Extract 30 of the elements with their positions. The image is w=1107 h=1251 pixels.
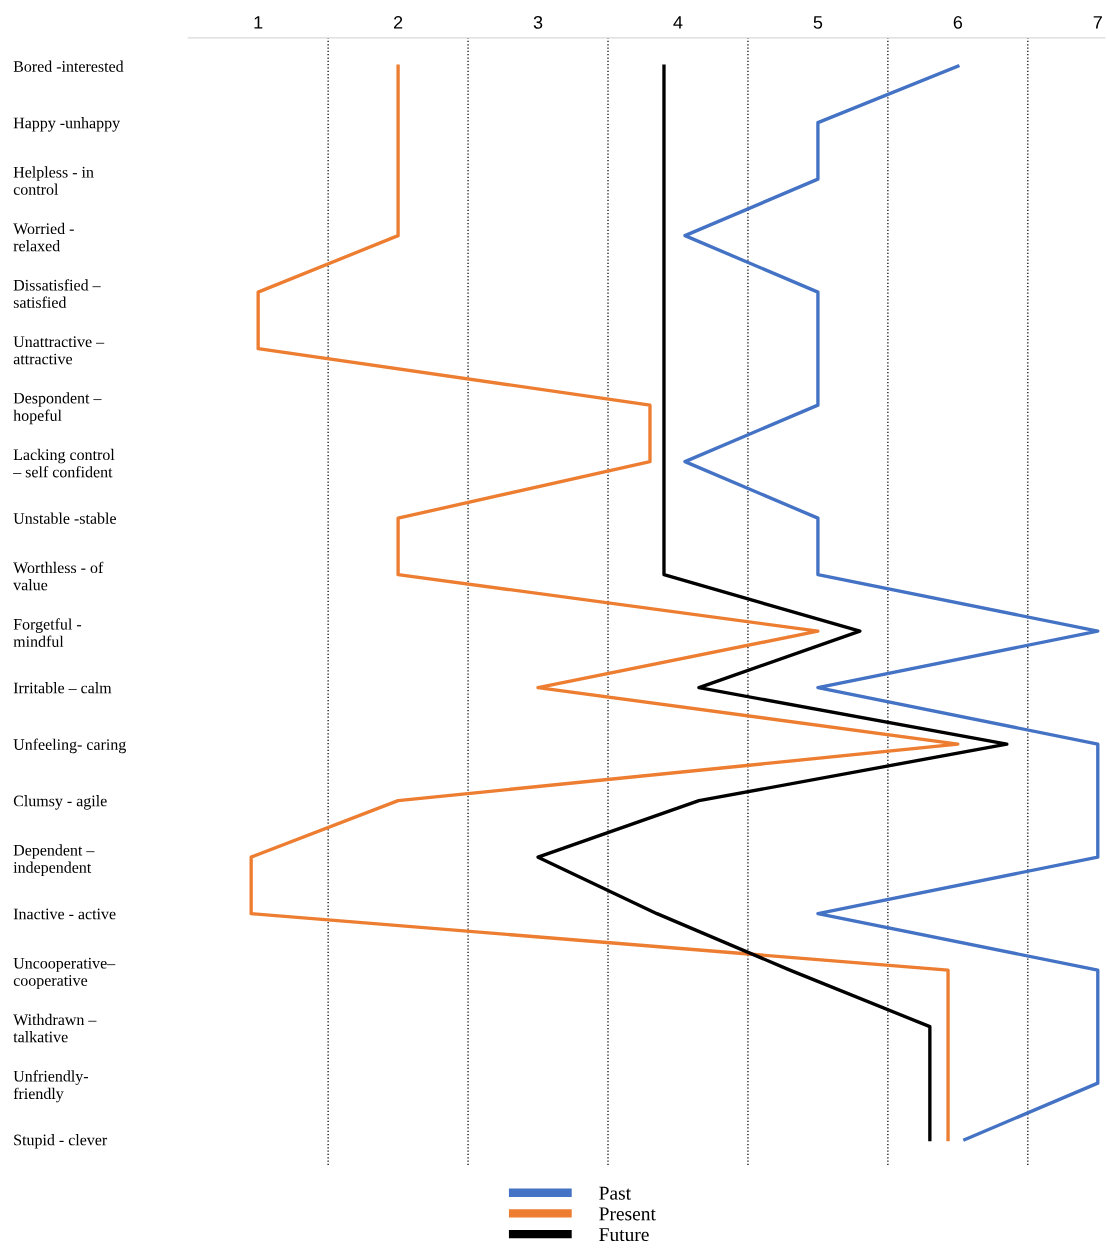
y-tick-label: Worthless - of value <box>13 561 104 591</box>
x-tick-label: 5 <box>813 16 823 29</box>
y-tick-label: Withdrawn – talkative <box>13 1013 97 1043</box>
y-tick-label: Happy -unhappy <box>13 117 121 132</box>
y-tick-label: Stupid - clever <box>14 1134 108 1149</box>
y-tick-label: Dissatisfied – satisfied <box>13 279 101 308</box>
x-tick-label: 7 <box>1093 16 1102 29</box>
y-tick-label: Forgetful - mindful <box>13 618 82 647</box>
y-tick-label: Irritable – calm <box>13 682 112 694</box>
y-tick-label: Worried - relaxed <box>13 222 74 252</box>
y-tick-label: Unstable -stable <box>13 512 116 524</box>
y-tick-label: Dependent – independent <box>13 844 95 877</box>
legend-label: Present <box>599 1207 656 1221</box>
y-tick-label: Bored -interested <box>13 60 124 72</box>
y-tick-label: Despondent – hopeful <box>13 392 102 425</box>
y-tick-label: Helpless - in control <box>13 166 94 195</box>
x-tick-label: 3 <box>533 16 543 29</box>
y-tick-label: Clumsy - agile <box>13 795 107 810</box>
x-tick-label: 4 <box>673 16 683 29</box>
y-tick-label: Lacking control – self confident <box>13 448 115 478</box>
y-tick-label: Unfriendly- friendly <box>13 1070 89 1103</box>
x-tick-label: 6 <box>953 16 963 29</box>
y-tick-label: Unattractive – attractive <box>13 336 105 365</box>
y-tick-label: Unfeeling- caring <box>13 738 126 754</box>
y-tick-label: Inactive - active <box>13 908 116 920</box>
x-tick-label: 1 <box>254 16 263 29</box>
x-tick-label: 2 <box>393 16 403 29</box>
y-tick-label: Uncooperative– cooperative <box>13 957 116 990</box>
legend-label: Future <box>599 1228 649 1242</box>
legend-label: Past <box>599 1186 631 1200</box>
